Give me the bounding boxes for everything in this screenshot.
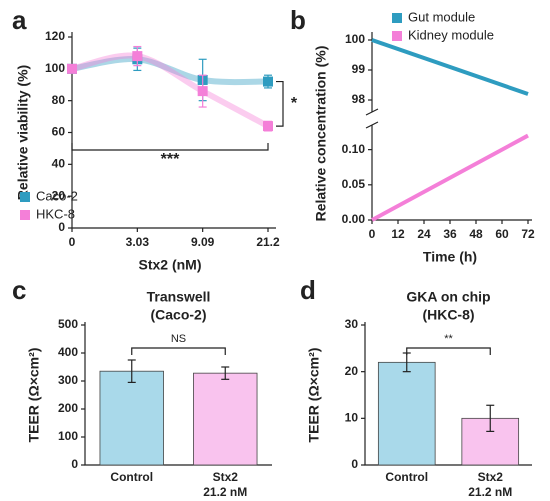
legend-swatch (20, 192, 30, 202)
y-tick-label: 80 (52, 93, 66, 107)
panel-letter: d (300, 275, 316, 305)
y-tick-label: 100 (58, 429, 78, 443)
series-line (371, 133, 529, 222)
legend-label: Gut module (408, 9, 475, 24)
annotation: ** (444, 333, 453, 345)
annotation: NS (171, 333, 186, 345)
y-tick-label: 30 (345, 317, 359, 331)
significance-bracket (276, 80, 284, 127)
y-tick-label: 20 (52, 188, 66, 202)
x-axis-label: Stx2 (nM) (139, 257, 202, 273)
y-axis-label: TEER (Ω×cm²) (306, 348, 322, 443)
chart-subtitle: (Caco-2) (150, 307, 206, 323)
marker (197, 86, 208, 97)
y-tick-label: 0.10 (342, 142, 366, 156)
x-tick-label: Control (385, 470, 428, 484)
x-tick-label: 0 (369, 227, 376, 241)
error-bar (486, 404, 495, 432)
series-line (71, 52, 270, 129)
x-tick-label: 36 (443, 227, 457, 241)
marker (263, 121, 273, 132)
annotation: *** (161, 151, 180, 168)
x-tick-label: 12 (391, 227, 405, 241)
legend-swatch (392, 31, 402, 41)
chart-title: GKA on chip (406, 289, 490, 305)
y-tick-label: 0 (351, 457, 358, 471)
x-tick-label: 72 (521, 227, 535, 241)
y-axis-label: Relative viability (%) (15, 65, 31, 200)
x-axis-label: Time (h) (423, 249, 477, 265)
y-tick-label: 10 (345, 411, 359, 425)
axis-break (365, 108, 379, 129)
legend-label: Kidney module (408, 27, 494, 42)
y-tick-label: 40 (52, 157, 66, 171)
series-line (71, 56, 269, 86)
x-tick-label: 0 (69, 235, 76, 249)
y-axis-label: Relative concentration (%) (313, 46, 329, 222)
bar (377, 361, 436, 466)
y-tick-label: 300 (58, 373, 78, 387)
error-bar (221, 366, 230, 380)
y-tick-label: 500 (58, 317, 78, 331)
marker (67, 63, 77, 74)
legend-swatch (20, 210, 30, 220)
y-axis-label: TEER (Ω×cm²) (26, 348, 42, 443)
y-tick-label: 400 (58, 345, 78, 359)
marker (132, 51, 143, 62)
x-tick-label: 24 (417, 227, 431, 241)
panel-letter: c (12, 275, 26, 305)
panel-letter: a (12, 5, 27, 35)
y-tick-label: 60 (52, 125, 66, 139)
x-tick-label: 3.03 (126, 235, 150, 249)
y-tick-label: 120 (45, 29, 65, 43)
axes (371, 32, 532, 221)
x-tick-label: 21.2 nM (468, 485, 512, 499)
error-bar (127, 359, 136, 383)
x-tick-label: Stx2 (213, 470, 239, 484)
chart-subtitle: (HKC-8) (422, 307, 474, 323)
legend-label: HKC-8 (36, 206, 75, 221)
y-tick-label: 0.05 (342, 177, 366, 191)
y-tick-label: 100 (345, 32, 365, 46)
y-tick-label: 99 (352, 62, 366, 76)
marker (263, 76, 273, 87)
series-line (371, 38, 529, 96)
x-tick-label: 21.2 nM (203, 485, 247, 499)
x-tick-label: 48 (469, 227, 483, 241)
significance-bracket (131, 347, 226, 355)
y-tick-label: 200 (58, 401, 78, 415)
bar (193, 372, 258, 466)
panel-letter: b (290, 5, 306, 35)
x-tick-label: Control (110, 470, 153, 484)
x-tick-label: 60 (495, 227, 509, 241)
annotation: * (291, 95, 298, 112)
legend-swatch (392, 13, 402, 23)
significance-bracket (71, 143, 269, 151)
y-tick-label: 20 (345, 364, 359, 378)
significance-bracket (406, 347, 491, 355)
y-tick-label: 0 (71, 457, 78, 471)
y-tick-label: 98 (352, 92, 366, 106)
bar (99, 370, 164, 466)
x-tick-label: 21.2 (256, 235, 280, 249)
y-tick-label: 100 (45, 61, 65, 75)
x-tick-label: Stx2 (478, 470, 504, 484)
y-tick-label: 0.00 (342, 212, 366, 226)
legend-label: Caco-2 (36, 188, 78, 203)
x-tick-label: 9.09 (191, 235, 215, 249)
y-tick-label: 0 (58, 220, 65, 234)
chart-title: Transwell (147, 289, 211, 305)
